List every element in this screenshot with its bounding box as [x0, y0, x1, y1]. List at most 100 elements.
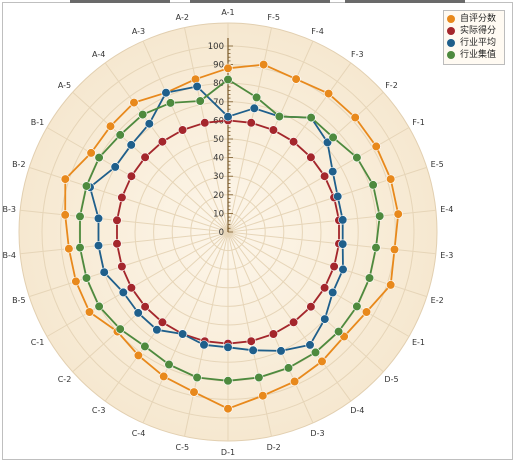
data-point[interactable] [64, 244, 74, 254]
data-point[interactable] [75, 211, 85, 221]
data-point[interactable] [223, 63, 233, 73]
data-point[interactable] [115, 130, 125, 140]
data-point[interactable] [328, 287, 338, 298]
data-point[interactable] [328, 167, 338, 177]
data-point[interactable] [223, 404, 233, 414]
data-point[interactable] [129, 97, 139, 108]
data-point[interactable] [165, 98, 176, 108]
data-point[interactable] [306, 112, 316, 123]
data-point[interactable] [291, 74, 301, 84]
data-point[interactable] [317, 356, 327, 367]
data-point[interactable] [368, 180, 378, 190]
data-point[interactable] [117, 192, 127, 203]
data-point[interactable] [118, 287, 128, 298]
data-point[interactable] [223, 376, 233, 386]
data-point[interactable] [94, 153, 104, 163]
data-point[interactable] [258, 391, 268, 401]
data-point[interactable] [126, 171, 136, 181]
data-point[interactable] [75, 243, 85, 253]
data-point[interactable] [223, 74, 233, 85]
data-point[interactable] [334, 327, 344, 337]
data-point[interactable] [350, 112, 360, 123]
data-point[interactable] [157, 137, 167, 147]
data-point[interactable] [246, 118, 256, 128]
data-point[interactable] [81, 181, 92, 191]
data-point[interactable] [195, 96, 205, 106]
data-point[interactable] [105, 121, 116, 131]
data-point[interactable] [333, 191, 343, 201]
data-point[interactable] [252, 92, 262, 102]
data-point[interactable] [254, 372, 264, 383]
data-point[interactable] [223, 112, 233, 122]
data-point[interactable] [157, 317, 167, 327]
data-point[interactable] [320, 283, 330, 293]
data-point[interactable] [189, 387, 199, 397]
data-point[interactable] [112, 215, 122, 225]
data-point[interactable] [393, 209, 403, 219]
data-point[interactable] [310, 347, 321, 358]
data-point[interactable] [290, 376, 300, 387]
data-point[interactable] [140, 341, 150, 352]
data-point[interactable] [371, 141, 381, 151]
data-point[interactable] [289, 317, 299, 327]
data-point[interactable] [93, 213, 104, 223]
data-point[interactable] [126, 140, 136, 150]
data-point[interactable] [289, 137, 299, 147]
data-point[interactable] [86, 148, 96, 158]
data-point[interactable] [248, 345, 258, 355]
data-point[interactable] [178, 329, 188, 339]
data-point[interactable] [200, 118, 210, 128]
data-point[interactable] [386, 280, 396, 290]
data-point[interactable] [352, 153, 362, 163]
data-point[interactable] [93, 241, 104, 251]
data-point[interactable] [117, 261, 127, 272]
data-point[interactable] [81, 273, 92, 283]
data-point[interactable] [371, 243, 381, 253]
data-point[interactable] [320, 314, 330, 324]
data-point[interactable] [152, 325, 162, 335]
data-point[interactable] [375, 211, 385, 221]
data-point[interactable] [192, 372, 202, 383]
data-point[interactable] [112, 239, 122, 249]
data-point[interactable] [249, 103, 259, 113]
data-point[interactable] [268, 329, 279, 339]
data-point[interactable] [283, 363, 294, 373]
data-point[interactable] [192, 81, 202, 92]
data-point[interactable] [126, 283, 136, 293]
data-point[interactable] [386, 174, 396, 184]
data-point[interactable] [320, 171, 330, 181]
data-point[interactable] [329, 261, 339, 272]
data-point[interactable] [133, 308, 143, 318]
data-point[interactable] [60, 174, 70, 184]
data-point[interactable] [159, 371, 169, 382]
data-point[interactable] [60, 210, 70, 220]
data-point[interactable] [115, 324, 125, 334]
data-point[interactable] [338, 215, 348, 225]
data-point[interactable] [161, 88, 171, 98]
data-point[interactable] [94, 301, 104, 312]
data-point[interactable] [324, 88, 334, 99]
data-point[interactable] [84, 307, 95, 317]
data-point[interactable] [246, 336, 256, 346]
data-point[interactable] [364, 273, 375, 283]
data-point[interactable] [110, 162, 120, 172]
data-point[interactable] [338, 264, 348, 275]
data-point[interactable] [133, 350, 143, 361]
data-point[interactable] [389, 244, 400, 255]
data-point[interactable] [274, 111, 285, 122]
data-point[interactable] [199, 340, 209, 350]
data-point[interactable] [71, 276, 81, 287]
data-point[interactable] [361, 307, 372, 317]
data-point[interactable] [223, 342, 233, 352]
data-point[interactable] [352, 301, 362, 312]
data-point[interactable] [276, 346, 286, 356]
data-point[interactable] [305, 340, 315, 350]
data-point[interactable] [138, 109, 148, 120]
data-point[interactable] [178, 125, 188, 135]
data-point[interactable] [259, 59, 269, 70]
data-point[interactable] [164, 359, 174, 370]
data-point[interactable] [140, 152, 150, 162]
data-point[interactable] [140, 302, 150, 312]
data-point[interactable] [268, 125, 279, 135]
data-point[interactable] [144, 119, 154, 129]
